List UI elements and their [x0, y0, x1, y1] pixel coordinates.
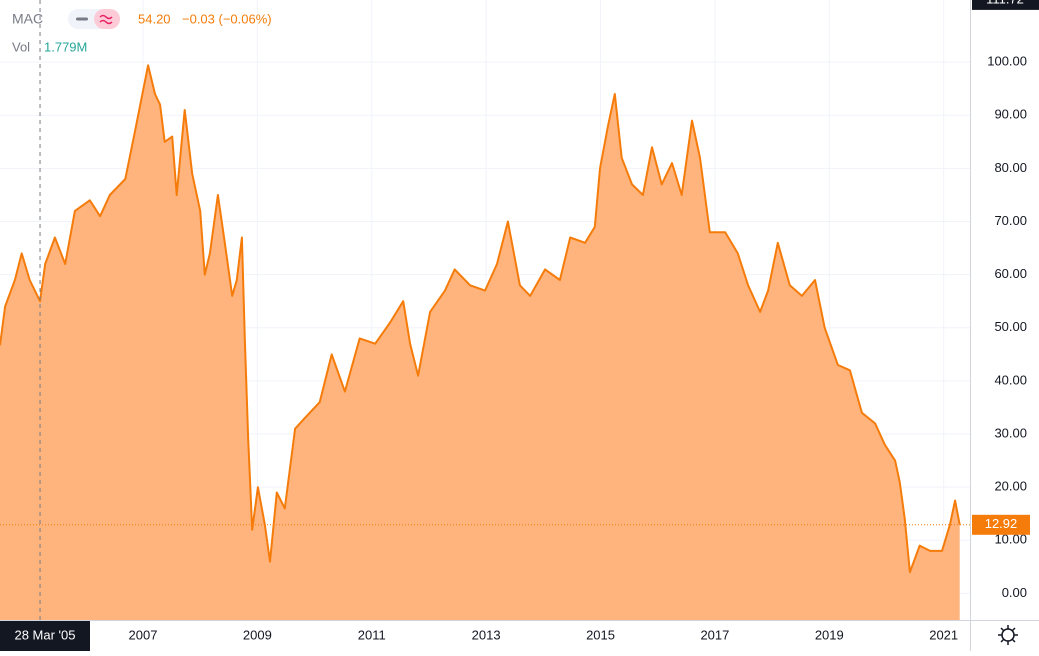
crosshair-date-box [0, 621, 90, 651]
y-tick-label: 50.00 [994, 319, 1027, 334]
y-tick-label: 60.00 [994, 266, 1027, 281]
last-price-box [972, 514, 1030, 535]
last-price-label: 12.92 [985, 516, 1018, 531]
y-tick-label: 30.00 [994, 425, 1027, 440]
x-tick-label: 2007 [129, 627, 158, 642]
x-tick-label: 2017 [700, 627, 729, 642]
settings[interactable] [998, 625, 1018, 645]
y-tick-label: 70.00 [994, 213, 1027, 228]
price: 54.20 [138, 11, 171, 26]
crosshair-price-label: 111.72 [986, 0, 1024, 6]
style-toggle-active[interactable] [94, 9, 120, 29]
crosshair-price-box [972, 0, 1039, 10]
crosshair-date-label: 28 Mar '05 [14, 627, 75, 642]
y-tick-label: 0.00 [1002, 585, 1027, 600]
x-tick-label: 2021 [929, 627, 958, 642]
x-tick-label: 2019 [815, 627, 844, 642]
y-tick-label: 20.00 [994, 479, 1027, 494]
volume: 1.779M [44, 39, 87, 54]
x-tick-label: 2011 [358, 627, 386, 642]
area [0, 65, 960, 621]
y-tick-label: 100.00 [987, 54, 1027, 69]
icon [99, 14, 113, 25]
y-tick-label: 10.00 [994, 532, 1027, 547]
icon [76, 17, 88, 21]
change: −0.03 (−0.06%) [182, 11, 272, 26]
x-tick-label: 2015 [586, 627, 615, 642]
y-tick-label: 80.00 [994, 160, 1027, 175]
x-tick-label: 2009 [243, 627, 272, 642]
plot [0, 0, 970, 621]
x-tick-label: 2013 [472, 627, 501, 642]
symbol: MAC [12, 11, 43, 27]
line [0, 64, 961, 574]
y-tick-label: 90.00 [994, 107, 1027, 122]
volume-label: Vol [12, 39, 30, 54]
gear[interactable] [1001, 628, 1015, 642]
gear[interactable] [998, 625, 1018, 645]
y-tick-label: 40.00 [994, 372, 1027, 387]
